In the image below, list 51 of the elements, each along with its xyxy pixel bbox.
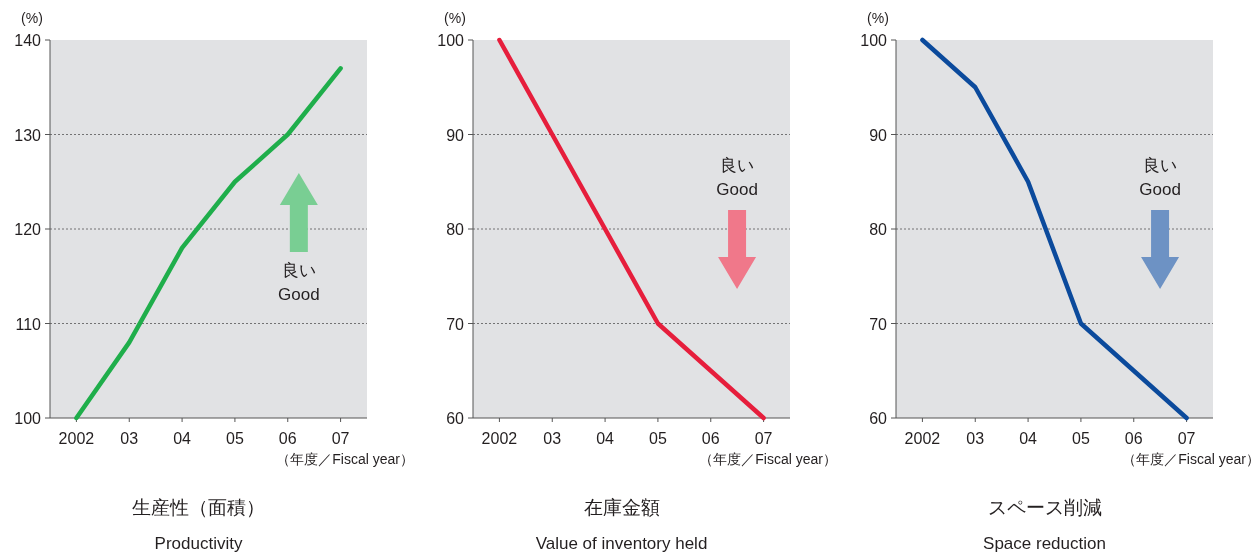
y-axis-title: (%) [444, 10, 466, 26]
x-tick-label: 03 [543, 430, 562, 447]
x-tick-label: 04 [596, 430, 615, 447]
y-tick-label: 120 [14, 221, 42, 238]
y-tick-label: 100 [860, 32, 888, 49]
x-tick-label: 06 [701, 430, 720, 447]
x-tick-label: 2002 [481, 430, 518, 447]
x-tick-label: 04 [173, 430, 192, 447]
x-tick-label: 05 [1072, 430, 1090, 447]
x-tick-label: 07 [331, 430, 350, 447]
annotation: 良い Good [1139, 156, 1181, 199]
x-tick-label: 03 [966, 430, 985, 447]
y-tick-label: 70 [869, 315, 888, 333]
text: Productivity [154, 534, 243, 553]
y-tick-label: 60 [869, 410, 888, 427]
text: 在庫金額 [583, 497, 660, 518]
text: Space reduction [983, 534, 1106, 553]
text: 生産性（面積） [132, 497, 265, 518]
annotation: 良い Good [716, 156, 758, 199]
y-axis-title: (%) [867, 10, 889, 26]
x-axis-title: （年度／Fiscal year） [699, 451, 837, 467]
x-tick-label: 05 [649, 430, 667, 447]
y-tick-label: 100 [14, 410, 42, 427]
y-axis-title: (%) [21, 10, 43, 26]
x-tick-label: 05 [226, 430, 244, 447]
y-tick-label: 110 [15, 315, 42, 333]
x-tick-label: 2002 [58, 430, 95, 447]
y-tick-label: 90 [869, 126, 888, 144]
line-series [74, 66, 343, 421]
text: Value of inventory held [535, 534, 708, 553]
x-tick-label: 04 [1019, 430, 1038, 447]
annotation: 良い Good [278, 261, 320, 304]
x-axis-title: （年度／Fiscal year） [1122, 451, 1257, 467]
y-tick-label: 70 [446, 315, 465, 333]
y-tick-label: 100 [437, 32, 465, 49]
line-series [920, 37, 1189, 421]
y-tick-label: 80 [869, 221, 888, 238]
x-tick-label: 03 [120, 430, 139, 447]
text: スペース削減 [987, 497, 1102, 518]
x-tick-label: 06 [278, 430, 297, 447]
y-tick-label: 80 [446, 221, 465, 238]
x-tick-label: 07 [1177, 430, 1196, 447]
y-tick-label: 60 [446, 410, 465, 427]
x-tick-label: 2002 [904, 430, 941, 447]
y-tick-label: 90 [446, 126, 465, 144]
x-axis-title: （年度／Fiscal year） [276, 451, 414, 467]
x-tick-label: 06 [1124, 430, 1143, 447]
y-tick-label: 130 [14, 126, 42, 144]
line-series [497, 37, 766, 421]
y-tick-label: 140 [14, 32, 42, 49]
x-tick-label: 07 [754, 430, 773, 447]
